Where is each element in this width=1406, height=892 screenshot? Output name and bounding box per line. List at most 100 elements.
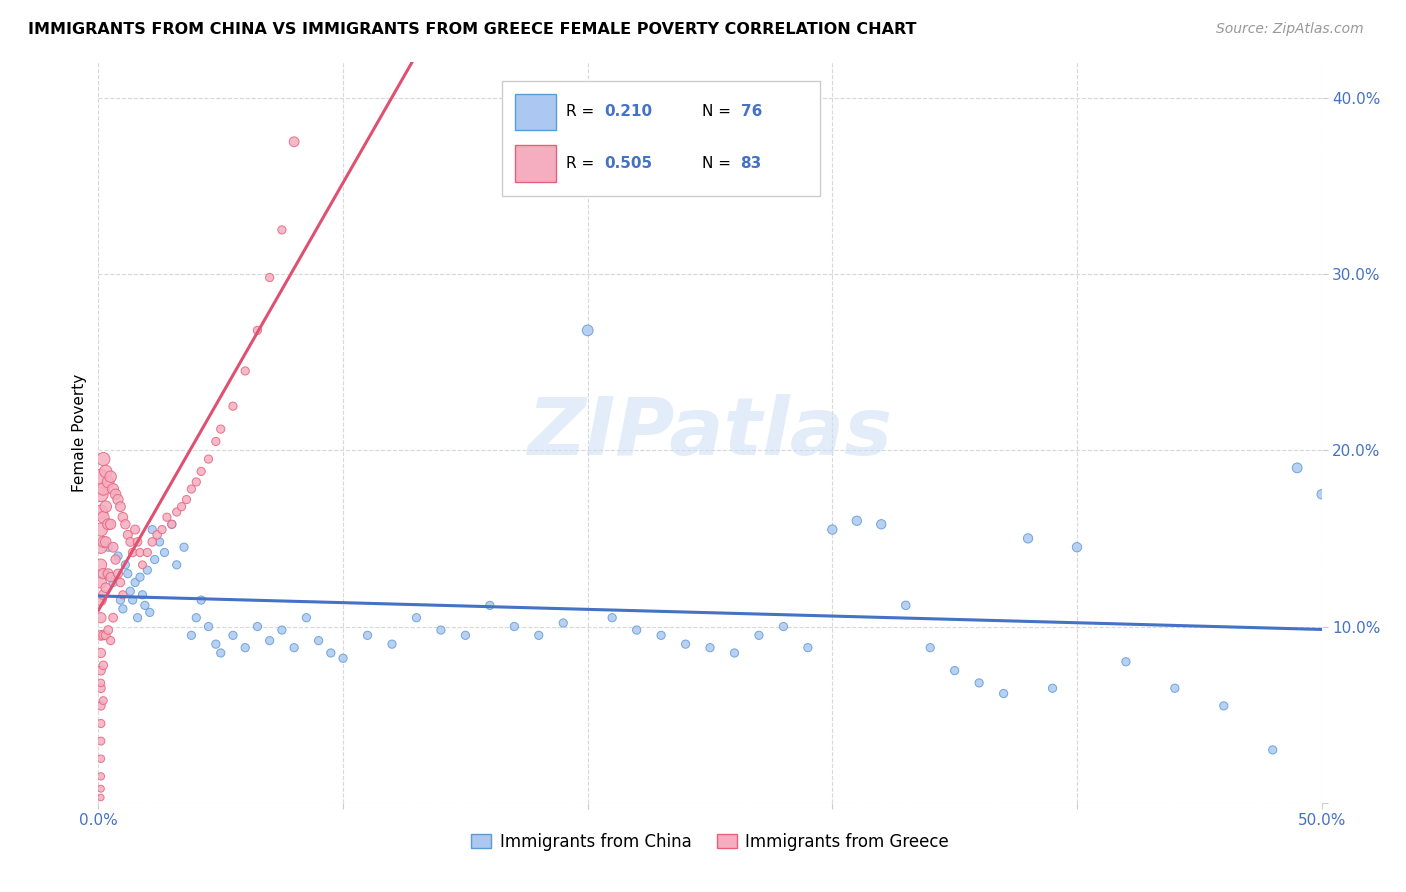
Point xyxy=(205,434,228,449)
Point xyxy=(104,487,127,501)
Point xyxy=(90,681,112,696)
Y-axis label: Female Poverty: Female Poverty xyxy=(72,374,87,491)
Point xyxy=(1286,461,1309,475)
Point xyxy=(675,637,697,651)
Point xyxy=(120,584,142,599)
Point xyxy=(91,658,114,673)
Point xyxy=(107,549,129,563)
Point xyxy=(107,492,129,507)
Text: Source: ZipAtlas.com: Source: ZipAtlas.com xyxy=(1216,22,1364,37)
Point xyxy=(259,270,281,285)
Point xyxy=(356,628,378,642)
Point xyxy=(821,523,844,537)
Point xyxy=(131,558,153,572)
Text: ZIPatlas: ZIPatlas xyxy=(527,393,893,472)
Point xyxy=(143,552,166,566)
Point xyxy=(153,545,176,559)
Point xyxy=(967,676,990,690)
Point xyxy=(1115,655,1137,669)
Point xyxy=(139,606,162,620)
Text: IMMIGRANTS FROM CHINA VS IMMIGRANTS FROM GREECE FEMALE POVERTY CORRELATION CHART: IMMIGRANTS FROM CHINA VS IMMIGRANTS FROM… xyxy=(28,22,917,37)
Point xyxy=(121,545,143,559)
Point xyxy=(205,637,228,651)
Point xyxy=(94,581,117,595)
Point xyxy=(246,619,269,633)
Point xyxy=(993,686,1015,700)
Point xyxy=(894,599,917,613)
Point xyxy=(91,482,114,496)
Point xyxy=(222,628,245,642)
Point xyxy=(90,610,112,624)
Point xyxy=(146,528,169,542)
Point xyxy=(176,492,198,507)
Point xyxy=(97,566,120,581)
Point xyxy=(160,517,183,532)
Point xyxy=(283,640,305,655)
Point xyxy=(129,545,152,559)
Point xyxy=(246,323,269,337)
Point xyxy=(1164,681,1187,696)
Point xyxy=(156,510,179,524)
Point xyxy=(943,664,966,678)
Point xyxy=(100,517,122,532)
Point xyxy=(91,452,114,467)
Point xyxy=(101,540,124,554)
Point xyxy=(120,535,142,549)
Point xyxy=(110,500,132,514)
Point xyxy=(90,540,112,554)
Point xyxy=(90,523,112,537)
Point xyxy=(134,599,156,613)
Point xyxy=(626,623,648,637)
Point xyxy=(90,646,112,660)
Point xyxy=(90,469,112,483)
Point xyxy=(94,500,117,514)
Point xyxy=(772,619,794,633)
Point xyxy=(381,637,404,651)
Point xyxy=(90,628,112,642)
Point xyxy=(553,615,575,630)
Point xyxy=(845,514,868,528)
Point xyxy=(748,628,770,642)
Point xyxy=(1261,743,1284,757)
Point xyxy=(197,619,219,633)
Point xyxy=(94,535,117,549)
Point xyxy=(124,575,146,590)
Point xyxy=(100,570,122,584)
Point xyxy=(650,628,672,642)
Point xyxy=(319,646,342,660)
Point xyxy=(101,610,124,624)
Point xyxy=(117,528,139,542)
Point xyxy=(90,575,112,590)
Point xyxy=(141,535,163,549)
Point xyxy=(131,588,153,602)
Point xyxy=(209,646,232,660)
Point xyxy=(90,734,112,748)
Point xyxy=(332,651,354,665)
Point xyxy=(90,781,112,796)
Point xyxy=(797,640,820,655)
Point xyxy=(127,535,149,549)
Point xyxy=(136,545,159,559)
Point xyxy=(97,517,120,532)
Point xyxy=(197,452,219,467)
Point xyxy=(166,505,188,519)
Point xyxy=(90,676,112,690)
Point xyxy=(308,633,330,648)
Point xyxy=(94,464,117,478)
Point xyxy=(295,610,318,624)
Point xyxy=(270,623,294,637)
Point xyxy=(503,619,526,633)
Point xyxy=(233,640,256,655)
Point xyxy=(870,517,893,532)
Point xyxy=(173,540,195,554)
Point xyxy=(920,640,942,655)
Point xyxy=(209,422,232,436)
Point xyxy=(124,523,146,537)
Point xyxy=(259,633,281,648)
Point xyxy=(430,623,453,637)
Point xyxy=(166,558,188,572)
Point xyxy=(1066,540,1088,554)
Point xyxy=(91,693,114,707)
Point xyxy=(160,517,183,532)
Point xyxy=(1310,487,1333,501)
